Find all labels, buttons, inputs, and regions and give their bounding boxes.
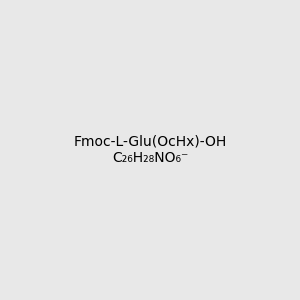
Text: Fmoc-L-Glu(OcHx)-OH
C₂₆H₂₈NO₆⁻: Fmoc-L-Glu(OcHx)-OH C₂₆H₂₈NO₆⁻	[74, 135, 226, 165]
